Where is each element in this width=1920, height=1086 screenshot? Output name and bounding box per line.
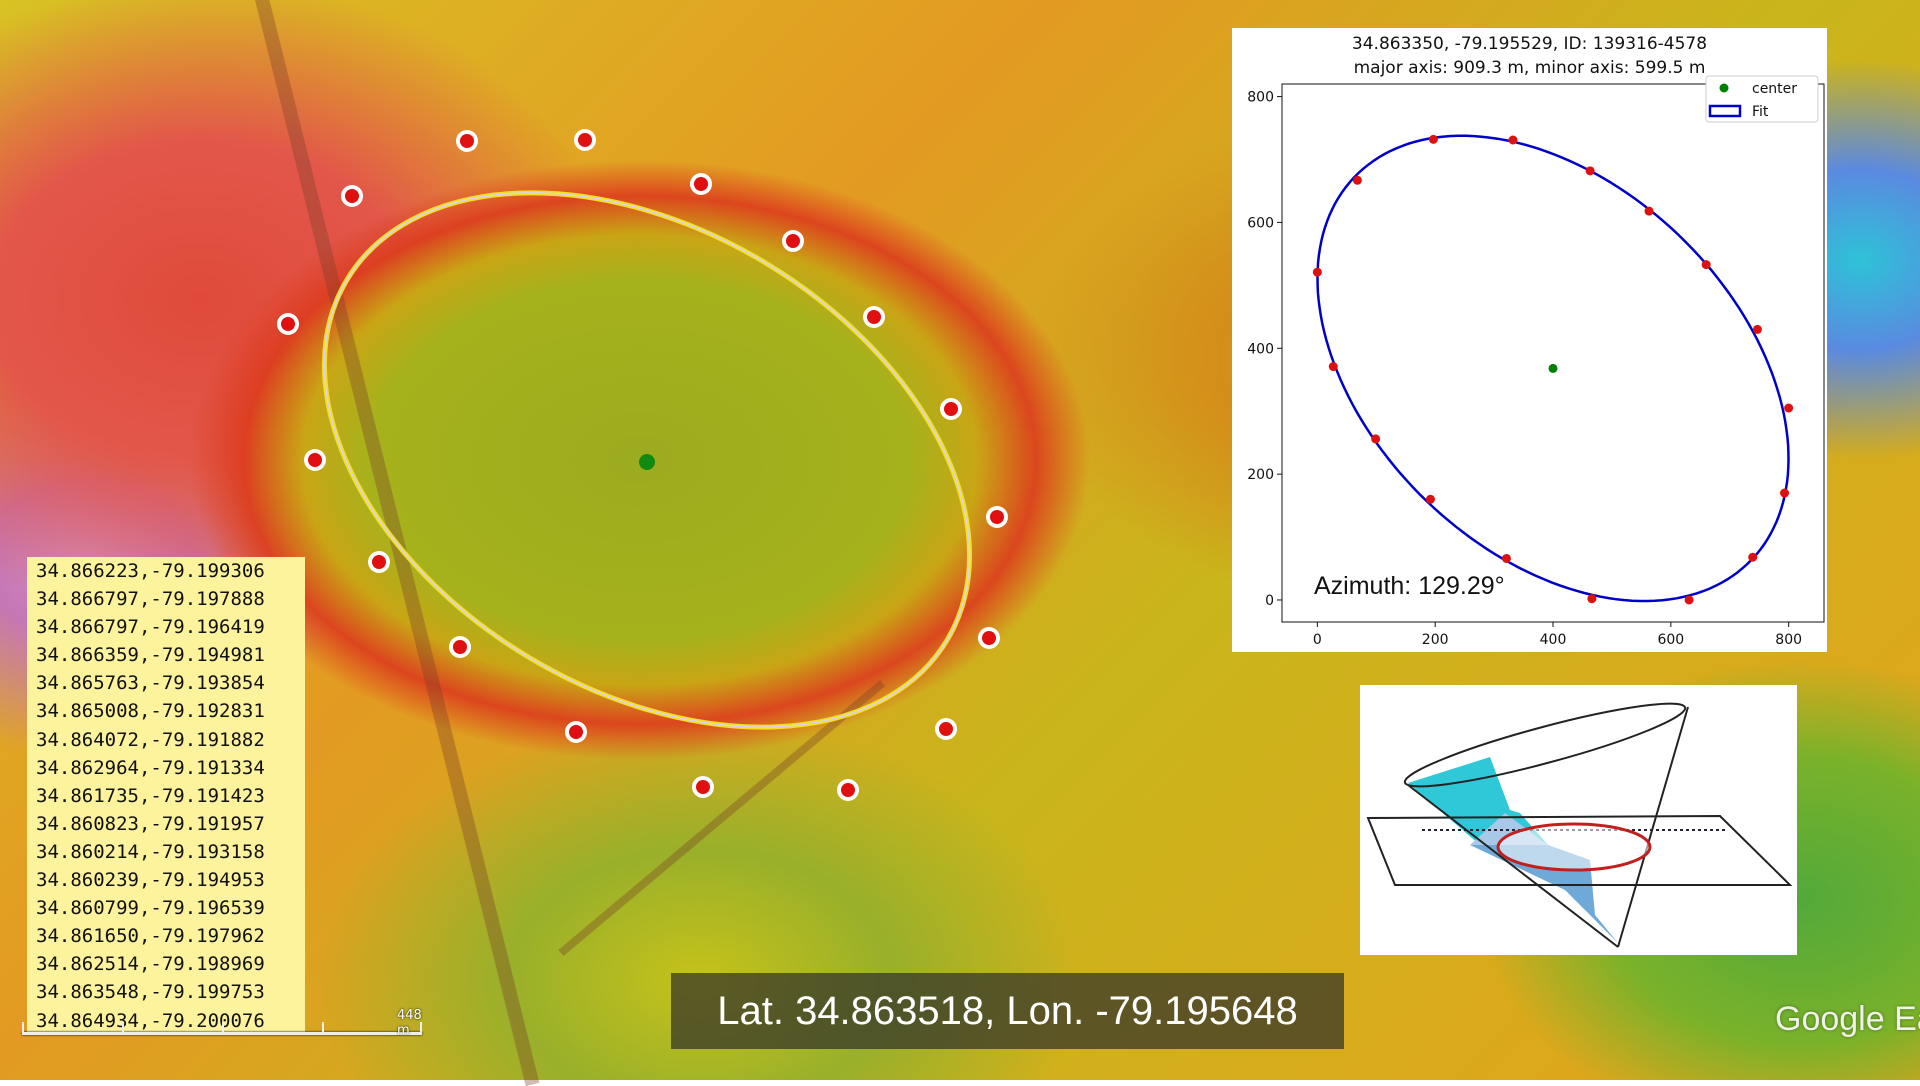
map-attribution: Google Ea: [1775, 1000, 1920, 1038]
plot-frame: [1281, 83, 1825, 623]
y-tick-label: 200: [1247, 467, 1274, 483]
azimuth-annotation: Azimuth: 129.29°: [1314, 572, 1505, 600]
plot-canvas: 0 200 400 600 800 0 200 400 600 800 center Fit Azimu…: [1247, 75, 1825, 648]
coordinate-row: 34.863548,-79.199753: [36, 981, 265, 1004]
data-point: [1784, 403, 1794, 413]
coordinate-row: 34.860214,-79.193158: [36, 840, 265, 863]
plot-title: 34.863350, -79.195529, ID: 139316-4578: [1351, 34, 1708, 54]
coordinate-row: 34.862964,-79.191334: [36, 756, 265, 779]
data-point: [1644, 206, 1654, 216]
x-tick-label: 400: [1540, 632, 1567, 648]
scale-tick: [420, 1022, 422, 1034]
scale-tick: [22, 1022, 24, 1034]
cone-edge-right: [1617, 706, 1689, 948]
map-marker[interactable]: [277, 313, 299, 335]
y-tick-label: 800: [1247, 90, 1274, 106]
map-center-marker[interactable]: [639, 454, 655, 470]
data-point: [1752, 324, 1762, 334]
cone-diagram: [1366, 702, 1793, 948]
cone-top-ellipse: [1403, 702, 1687, 788]
coordinate-row: 34.866797,-79.196419: [36, 616, 265, 639]
coordinate-row: 34.864072,-79.191882: [36, 728, 265, 751]
map-marker[interactable]: [304, 449, 326, 471]
crater-fit-ellipse: [323, 192, 971, 728]
ellipse-fit-plot: 34.863350, -79.195529, ID: 139316-4578 m…: [1232, 28, 1827, 652]
map-marker[interactable]: [692, 776, 714, 798]
y-tick-label: 400: [1247, 341, 1274, 357]
data-point: [1587, 594, 1597, 604]
map-marker[interactable]: [986, 506, 1008, 528]
center-point: [1548, 363, 1558, 373]
coordinate-row: 34.866223,-79.199306: [36, 560, 265, 582]
map-marker[interactable]: [456, 130, 478, 152]
coordinates-list: 34.866223,-79.199306 34.866797,-79.197888…: [27, 557, 305, 1035]
legend-center-marker: [1719, 83, 1729, 93]
map-marker[interactable]: [837, 779, 859, 801]
coordinate-row: 34.862514,-79.198969: [36, 953, 265, 976]
section-ellipse: [1496, 822, 1652, 872]
map-marker[interactable]: [341, 185, 363, 207]
map-marker[interactable]: [690, 173, 712, 195]
data-point: [1352, 175, 1362, 185]
map-marker[interactable]: [782, 230, 804, 252]
scale-tick: [222, 1022, 224, 1034]
x-tick-label: 0: [1313, 632, 1322, 648]
coordinate-row: 34.861735,-79.191423: [36, 784, 265, 807]
cutting-plane: [1366, 814, 1793, 886]
map-marker[interactable]: [978, 627, 1000, 649]
data-point: [1701, 260, 1711, 270]
y-tick-label: 600: [1247, 215, 1274, 231]
scale-bar: 448 m: [22, 1008, 422, 1048]
coordinate-row: 34.860799,-79.196539: [36, 897, 265, 920]
map-marker[interactable]: [449, 636, 471, 658]
map-markers: [277, 129, 1008, 801]
y-tick-label: 0: [1265, 593, 1274, 609]
scale-tick: [322, 1022, 324, 1034]
map-marker[interactable]: [368, 551, 390, 573]
scale-label: 448 m: [397, 1008, 422, 1038]
legend-label-center: center: [1752, 81, 1797, 97]
data-point: [1684, 595, 1694, 605]
data-point: [1780, 488, 1790, 498]
map-marker[interactable]: [574, 129, 596, 151]
coordinate-row: 34.860823,-79.191957: [36, 812, 265, 835]
center-latlon-label: Lat. 34.863518, Lon. -79.195648: [671, 973, 1344, 1049]
data-point: [1748, 552, 1758, 562]
data-point: [1425, 494, 1435, 504]
coordinate-row: 34.861650,-79.197962: [36, 925, 265, 948]
map-marker[interactable]: [935, 718, 957, 740]
data-point: [1371, 434, 1381, 444]
legend-label-fit: Fit: [1752, 104, 1769, 120]
legend-fit-marker: [1708, 104, 1742, 118]
conic-section-illustration: [1360, 685, 1797, 955]
coordinate-row: 34.866359,-79.194981: [36, 644, 265, 667]
coordinate-row: 34.865008,-79.192831: [36, 700, 265, 723]
scale-tick: [122, 1022, 124, 1034]
legend-box: [1705, 75, 1819, 123]
map-marker[interactable]: [565, 721, 587, 743]
data-point: [1508, 135, 1518, 145]
data-point: [1501, 553, 1511, 563]
map-marker[interactable]: [863, 306, 885, 328]
x-tick-label: 200: [1422, 632, 1449, 648]
x-tick-label: 600: [1657, 632, 1684, 648]
coordinate-row: 34.864934,-79.200076: [36, 1009, 265, 1032]
data-point: [1585, 166, 1595, 176]
data-point: [1428, 134, 1438, 144]
x-tick-label: 800: [1775, 632, 1802, 648]
data-point: [1312, 267, 1322, 277]
plot-subtitle: major axis: 909.3 m, minor axis: 599.5 m: [1353, 58, 1706, 78]
map-marker[interactable]: [940, 398, 962, 420]
coordinate-row: 34.866797,-79.197888: [36, 588, 265, 611]
fit-ellipse-line: [1316, 134, 1790, 603]
data-point: [1328, 362, 1338, 372]
coordinate-row: 34.860239,-79.194953: [36, 869, 265, 892]
coordinate-row: 34.865763,-79.193854: [36, 672, 265, 695]
cone-edge-left: [1407, 784, 1619, 948]
